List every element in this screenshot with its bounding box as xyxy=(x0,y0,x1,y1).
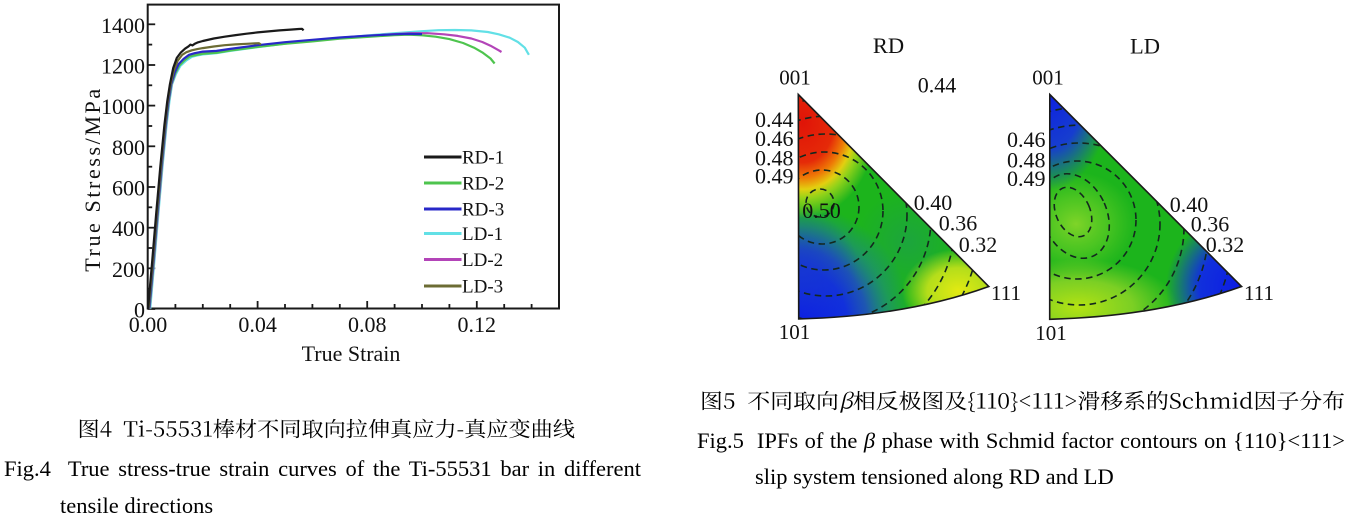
svg-text:0.32: 0.32 xyxy=(1206,232,1245,257)
svg-text:111: 111 xyxy=(991,281,1021,305)
svg-text:1400: 1400 xyxy=(101,13,145,38)
svg-text:0.44: 0.44 xyxy=(918,73,957,98)
svg-text:0.49: 0.49 xyxy=(1007,166,1046,191)
svg-text:RD-3: RD-3 xyxy=(462,200,504,221)
svg-text:800: 800 xyxy=(112,135,145,160)
svg-text:True Stress/MPa: True Stress/MPa xyxy=(80,86,105,272)
svg-text:101: 101 xyxy=(779,320,811,344)
svg-text:0.48: 0.48 xyxy=(755,146,794,171)
svg-text:RD-1: RD-1 xyxy=(462,148,504,169)
svg-text:1000: 1000 xyxy=(101,94,145,119)
svg-text:1200: 1200 xyxy=(101,54,145,79)
svg-text:0.32: 0.32 xyxy=(959,232,998,257)
svg-text:001: 001 xyxy=(1032,66,1064,90)
svg-text:600: 600 xyxy=(112,176,145,201)
svg-text:True Strain: True Strain xyxy=(302,341,401,366)
svg-text:0: 0 xyxy=(134,298,145,323)
svg-text:LD-3: LD-3 xyxy=(462,277,503,298)
svg-text:0.44: 0.44 xyxy=(755,107,794,132)
svg-text:0.46: 0.46 xyxy=(755,126,794,151)
svg-text:200: 200 xyxy=(112,257,145,282)
svg-text:101: 101 xyxy=(1035,321,1067,345)
svg-text:0.49: 0.49 xyxy=(755,164,794,189)
svg-text:0.46: 0.46 xyxy=(1007,127,1046,152)
svg-text:111: 111 xyxy=(1244,281,1274,305)
svg-text:RD-2: RD-2 xyxy=(462,174,504,195)
svg-text:LD-1: LD-1 xyxy=(462,224,503,245)
svg-text:0.40: 0.40 xyxy=(914,190,953,215)
svg-text:0.36: 0.36 xyxy=(939,211,978,236)
svg-text:0.08: 0.08 xyxy=(348,312,387,337)
svg-text:0.48: 0.48 xyxy=(1007,148,1046,173)
svg-text:0.40: 0.40 xyxy=(1170,192,1209,217)
svg-text:0.12: 0.12 xyxy=(458,312,497,337)
svg-text:RD: RD xyxy=(873,33,904,58)
svg-text:0.36: 0.36 xyxy=(1191,212,1230,237)
svg-text:400: 400 xyxy=(112,216,145,241)
svg-text:001: 001 xyxy=(779,66,811,90)
svg-text:0.00: 0.00 xyxy=(129,312,168,337)
svg-text:0.04: 0.04 xyxy=(238,312,277,337)
svg-text:LD-2: LD-2 xyxy=(462,250,503,271)
svg-text:0.50: 0.50 xyxy=(802,198,841,223)
svg-text:LD: LD xyxy=(1130,34,1160,59)
